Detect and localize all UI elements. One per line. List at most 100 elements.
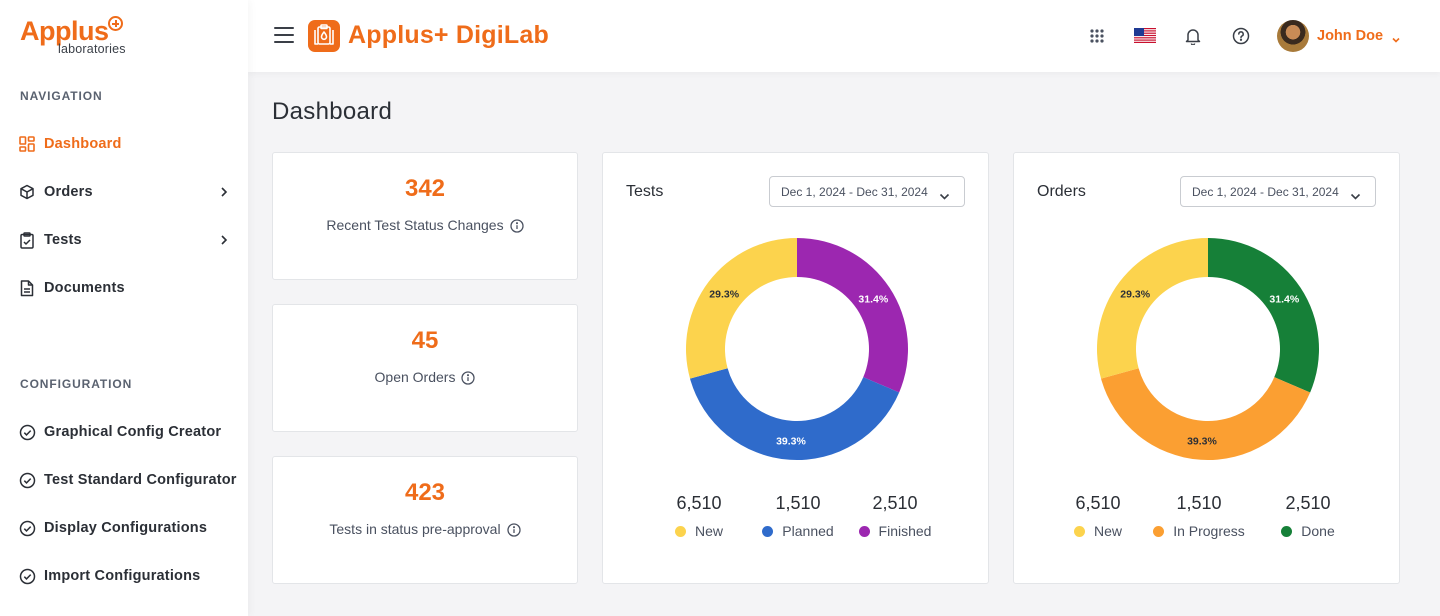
logo-wordmark: Applus bbox=[20, 16, 109, 46]
chevron-down-icon bbox=[1350, 187, 1361, 205]
sidebar-item-label: Import Configurations bbox=[44, 568, 201, 584]
sidebar-item-import-configurations[interactable]: Import Configurations bbox=[0, 556, 248, 596]
logo-plus-icon bbox=[108, 16, 123, 31]
app-title: Applus+ DigiLab bbox=[348, 21, 549, 49]
legend-count: 2,510 bbox=[872, 493, 918, 513]
sidebar-item-documents[interactable]: Documents bbox=[0, 268, 248, 308]
stat-card-recent-test-status-changes[interactable]: 342 Recent Test Status Changes bbox=[272, 152, 578, 280]
sidebar-item-label: Graphical Config Creator bbox=[44, 424, 222, 440]
sidebar-item-tests[interactable]: Tests bbox=[0, 220, 248, 260]
stat-label-row: Tests in status pre-approval bbox=[273, 521, 577, 540]
donut-slice-label: 39.3% bbox=[1187, 435, 1217, 447]
stat-card-tests-pre-approval[interactable]: 423 Tests in status pre-approval bbox=[272, 456, 578, 584]
chevron-right-icon bbox=[220, 185, 228, 203]
stat-value: 45 bbox=[411, 327, 439, 354]
legend-label: Finished bbox=[878, 523, 932, 539]
donut-slice-label: 29.3% bbox=[1120, 289, 1150, 301]
info-icon[interactable] bbox=[461, 371, 476, 388]
sidebar-item-label: Test Standard Configurator bbox=[44, 472, 237, 488]
clipboard-check-icon bbox=[18, 231, 36, 249]
sidebar-item-label: Orders bbox=[44, 184, 93, 200]
chevron-down-icon bbox=[939, 187, 950, 205]
chevron-right-icon bbox=[220, 233, 228, 251]
user-name[interactable]: John Doe bbox=[1317, 28, 1384, 44]
chart-title: Tests bbox=[626, 183, 664, 200]
legend-label: Planned bbox=[782, 523, 834, 539]
legend-dot bbox=[1153, 526, 1165, 537]
chart-title: Orders bbox=[1037, 183, 1086, 200]
sidebar-item-label: Documents bbox=[44, 280, 125, 296]
legend-count: 2,510 bbox=[1285, 493, 1331, 513]
check-circle-icon bbox=[18, 567, 36, 585]
legend-label: New bbox=[1093, 523, 1122, 539]
date-range-select[interactable]: Dec 1, 2024 - Dec 31, 2024 bbox=[1180, 176, 1376, 207]
donut-slice-label: 29.3% bbox=[709, 289, 739, 301]
donut-slice-finished[interactable] bbox=[797, 238, 908, 393]
hamburger-menu-icon[interactable] bbox=[274, 27, 294, 43]
stat-label: Open Orders bbox=[374, 369, 456, 385]
legend-item-new: 6,510 New bbox=[1050, 493, 1146, 539]
sidebar-item-graphical-config-creator[interactable]: Graphical Config Creator bbox=[0, 412, 248, 452]
donut-slice-planned[interactable] bbox=[690, 368, 900, 460]
legend-label: In Progress bbox=[1173, 523, 1245, 539]
legend-item-in-progress: 1,510 In Progress bbox=[1142, 493, 1256, 539]
legend-label: New bbox=[694, 523, 723, 539]
sidebar: Applus laboratories NAVIGATION Dashboard… bbox=[0, 0, 248, 616]
stat-value: 423 bbox=[404, 479, 446, 506]
stat-label-row: Open Orders bbox=[273, 369, 577, 388]
legend-dot bbox=[1073, 526, 1085, 537]
legend-dot bbox=[674, 526, 686, 537]
stat-card-open-orders[interactable]: 45 Open Orders bbox=[272, 304, 578, 432]
sidebar-item-dashboard[interactable]: Dashboard bbox=[0, 124, 248, 164]
bell-icon[interactable] bbox=[1181, 24, 1205, 48]
sidebar-item-display-configurations[interactable]: Display Configurations bbox=[0, 508, 248, 548]
legend-item-planned: 1,510 Planned bbox=[743, 493, 853, 539]
tests-donut-chart: 31.4% 39.3% 29.3% bbox=[686, 238, 908, 460]
legend-count: 6,510 bbox=[676, 493, 722, 513]
sidebar-item-label: Dashboard bbox=[44, 136, 122, 152]
check-circle-icon bbox=[18, 519, 36, 537]
stat-value: 342 bbox=[404, 175, 446, 202]
info-icon[interactable] bbox=[509, 219, 524, 236]
top-header: Applus+ DigiLab John Doe bbox=[248, 0, 1440, 72]
logo-subtitle: laboratories bbox=[58, 42, 126, 56]
help-icon[interactable] bbox=[1229, 24, 1253, 48]
date-range-value: Dec 1, 2024 - Dec 31, 2024 bbox=[1192, 185, 1339, 199]
donut-slice-new[interactable] bbox=[686, 238, 797, 379]
legend-item-done: 2,510 Done bbox=[1260, 493, 1356, 539]
date-range-select[interactable]: Dec 1, 2024 - Dec 31, 2024 bbox=[769, 176, 965, 207]
legend-count: 1,510 bbox=[1176, 493, 1222, 513]
date-range-value: Dec 1, 2024 - Dec 31, 2024 bbox=[781, 185, 928, 199]
tests-chart-card: Tests Dec 1, 2024 - Dec 31, 2024 31.4% 39… bbox=[602, 152, 989, 584]
orders-donut-chart: 31.4% 39.3% 29.3% bbox=[1097, 238, 1319, 460]
legend-item-new: 6,510 New bbox=[651, 493, 747, 539]
donut-slice-label: 31.4% bbox=[858, 294, 888, 306]
digilab-logo-icon bbox=[308, 20, 340, 52]
legend-item-finished: 2,510 Finished bbox=[839, 493, 951, 539]
donut-slice-in-progress[interactable] bbox=[1101, 368, 1311, 460]
stat-label: Recent Test Status Changes bbox=[326, 217, 504, 233]
apps-grid-icon[interactable] bbox=[1085, 24, 1109, 48]
sidebar-item-orders[interactable]: Orders bbox=[0, 172, 248, 212]
info-icon[interactable] bbox=[506, 523, 521, 540]
legend-count: 6,510 bbox=[1075, 493, 1121, 513]
legend-dot bbox=[858, 526, 870, 537]
user-avatar[interactable] bbox=[1277, 20, 1309, 52]
legend-label: Done bbox=[1301, 523, 1335, 539]
dashboard-icon bbox=[18, 135, 36, 153]
configuration-heading: CONFIGURATION bbox=[20, 377, 133, 391]
check-circle-icon bbox=[18, 423, 36, 441]
us-flag-icon[interactable] bbox=[1134, 28, 1156, 43]
applus-logo[interactable]: Applus laboratories bbox=[20, 16, 150, 60]
legend-count: 1,510 bbox=[775, 493, 821, 513]
sidebar-item-label: Display Configurations bbox=[44, 520, 208, 536]
orders-chart-card: Orders Dec 1, 2024 - Dec 31, 2024 31.4% 3… bbox=[1013, 152, 1400, 584]
navigation-heading: NAVIGATION bbox=[20, 89, 103, 103]
donut-slice-label: 31.4% bbox=[1269, 294, 1299, 306]
legend-dot bbox=[1281, 526, 1293, 537]
sidebar-item-test-standard-configurator[interactable]: Test Standard Configurator bbox=[0, 460, 248, 500]
cube-icon bbox=[18, 183, 36, 201]
donut-slice-new[interactable] bbox=[1097, 238, 1208, 379]
donut-slice-done[interactable] bbox=[1208, 238, 1319, 393]
chevron-down-icon[interactable] bbox=[1391, 31, 1401, 49]
